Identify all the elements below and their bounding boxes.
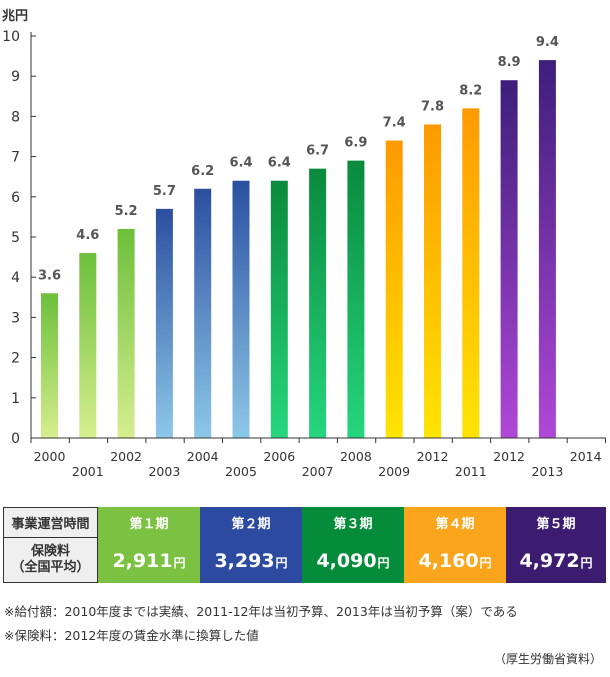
y-tick-label: 3 [11, 310, 20, 326]
bar [462, 108, 480, 439]
x-tick-label: 2012 [493, 449, 525, 464]
x-tick-label: 2006 [263, 449, 295, 464]
bar [385, 140, 403, 438]
premium-value-2: 3,293 円 [200, 538, 302, 583]
bar-data-label: 5.2 [115, 204, 138, 219]
bar [309, 168, 327, 438]
y-tick-label: 7 [11, 150, 20, 166]
x-tick-label: 2007 [302, 464, 334, 479]
bar-data-label: 7.8 [421, 99, 444, 114]
bar-data-label: 9.4 [536, 35, 559, 50]
x-axis: 2000 2001 2002 2003 2004 2005 2006 2007 2008 2009… [30, 437, 606, 479]
premium-row-label-line2: （全国平均） [11, 560, 90, 575]
bar-data-label: 3.6 [38, 268, 61, 283]
y-tick-label: 9 [11, 69, 20, 85]
premium-row-label: 保険料 （全国平均） [3, 538, 98, 583]
bar [538, 60, 556, 439]
premium-amount: 4,972 [519, 550, 580, 572]
bar [155, 208, 173, 438]
y-tick-label: 5 [11, 230, 20, 246]
premium-amount: 2,911 [112, 550, 173, 572]
x-tick-label: 2002 [110, 449, 142, 464]
x-tick-label: 2003 [148, 464, 180, 479]
premium-value-5: 4,972 円 [506, 538, 606, 583]
bar-data-label: 6.4 [268, 156, 291, 171]
bar-data-label: 8.9 [498, 55, 521, 70]
x-tick-label: 2012 [417, 449, 449, 464]
bar-data-label: 6.7 [306, 144, 329, 159]
premium-unit: 円 [479, 556, 492, 570]
bar-data-label: 8.2 [459, 83, 482, 98]
bars: 3.6 4.6 5.2 5.7 6.2 6.4 6.4 6.7 6.9 7.4 7.8 8.2 8.9 9… [38, 35, 559, 439]
premium-value-1: 2,911 円 [98, 538, 200, 583]
y-axis: 0 1 2 3 4 5 6 7 8 9 10 [2, 29, 36, 447]
premium-amount: 4,160 [418, 550, 479, 572]
y-tick-label: 10 [2, 29, 20, 45]
bar-chart: 0 1 2 3 4 5 6 7 8 9 10 3.6 4.6 5.2 5.7 6.2 6.4 6.4 6.7 6.9… [2, 8, 606, 479]
period-header-1: 第１期 [98, 507, 200, 538]
bar [347, 160, 365, 438]
premium-amount: 4,090 [316, 550, 377, 572]
y-tick-label: 8 [11, 109, 20, 125]
x-tick-label: 2009 [378, 464, 410, 479]
x-tick-label: 2013 [531, 464, 563, 479]
premium-table: 事業運営時間 第１期 第２期 第３期 第４期 第５期 保険料 （全国平均） 2,… [3, 507, 606, 583]
period-header-3: 第３期 [302, 507, 404, 538]
y-tick-label: 2 [11, 351, 20, 367]
premium-unit: 円 [377, 556, 390, 570]
bar [41, 293, 58, 438]
bar [232, 180, 250, 438]
premium-row-label-line1: 保険料 [30, 544, 70, 559]
x-tick-label: 2008 [340, 449, 372, 464]
premium-value-4: 4,160 円 [404, 538, 506, 583]
premium-unit: 円 [173, 556, 186, 570]
x-tick-label: 2001 [72, 464, 104, 479]
premium-unit: 円 [275, 556, 288, 570]
y-tick-label: 4 [11, 270, 20, 286]
bar-data-label: 5.7 [153, 184, 176, 199]
period-header-5: 第５期 [506, 507, 606, 538]
y-axis-unit-label: 兆円 [2, 8, 28, 24]
bar-data-label: 4.6 [76, 228, 99, 243]
bar-data-label: 6.2 [191, 164, 214, 179]
y-tick-label: 1 [11, 391, 20, 407]
period-header-2: 第２期 [200, 507, 302, 538]
bar [500, 80, 518, 438]
period-header-4: 第４期 [404, 507, 506, 538]
bar-data-label: 7.4 [383, 116, 406, 131]
bar [194, 188, 212, 438]
premium-unit: 円 [580, 556, 593, 570]
bar-data-label: 6.9 [344, 136, 367, 151]
bar [117, 228, 135, 438]
table-header-label: 事業運営時間 [3, 507, 98, 538]
x-tick-label: 2004 [187, 449, 219, 464]
bar-data-label: 6.4 [229, 156, 252, 171]
bar [79, 253, 97, 438]
y-tick-label: 6 [11, 190, 20, 206]
x-tick-label: 2000 [34, 449, 66, 464]
premium-amount: 3,293 [214, 550, 275, 572]
bar [270, 180, 288, 438]
x-tick-label: 2005 [225, 464, 257, 479]
note-premium: ※保険料：2012年度の賃金水準に換算した値 [4, 628, 259, 643]
source-citation: （厚生労働省資料） [493, 652, 602, 666]
note-benefit: ※給付額：2010年度までは実績、2011-12年は当初予算、2013年は当初予… [4, 604, 518, 619]
y-tick-label: 0 [11, 431, 20, 447]
bar [424, 124, 441, 438]
x-tick-label: 2014 [570, 449, 602, 464]
x-tick-label: 2011 [455, 464, 487, 479]
premium-value-3: 4,090 円 [302, 538, 404, 583]
